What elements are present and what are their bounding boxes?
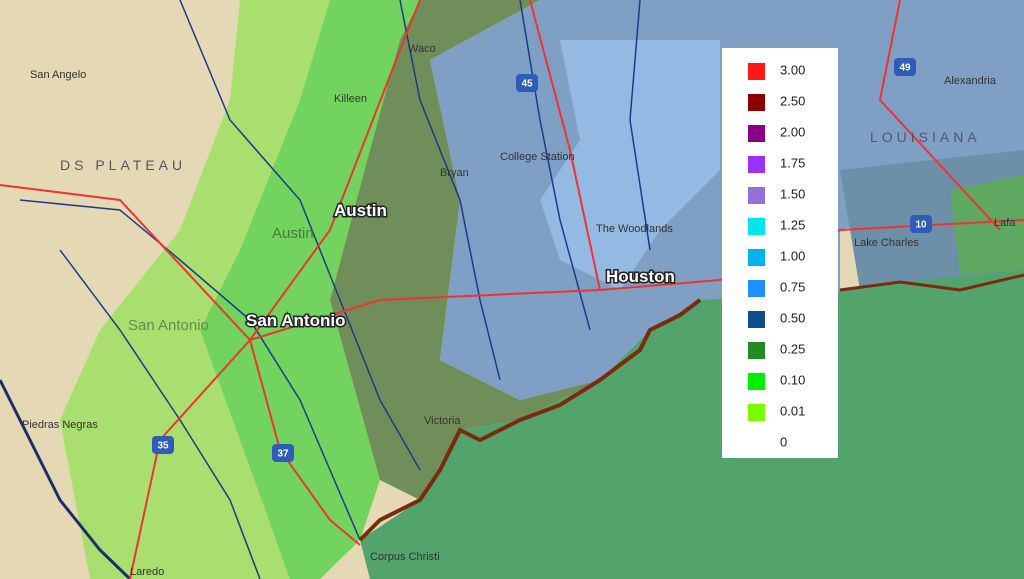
place-label: San Antonio bbox=[128, 317, 209, 334]
legend-swatch bbox=[748, 373, 765, 390]
legend-swatch bbox=[748, 94, 765, 111]
rivers bbox=[19, 0, 651, 579]
shield-label: 37 bbox=[277, 449, 289, 460]
zone-olive bbox=[330, 0, 600, 500]
zone-green bbox=[200, 0, 420, 579]
legend-swatch bbox=[748, 342, 765, 359]
legend-box bbox=[722, 48, 838, 458]
legend-swatch bbox=[748, 156, 765, 173]
shield-label: 35 bbox=[157, 441, 169, 452]
legend-label: 3.00 bbox=[780, 62, 805, 77]
place-label: College Station bbox=[500, 151, 575, 163]
legend-label: 1.75 bbox=[780, 155, 805, 170]
place-label: The Woodlands bbox=[596, 223, 673, 235]
legend-swatch bbox=[748, 218, 765, 235]
legend-label: 1.25 bbox=[780, 217, 805, 232]
place-label: Lafa bbox=[994, 217, 1016, 229]
shield-label: 10 bbox=[915, 220, 927, 231]
highway-shields: 45 49 10 35 37 bbox=[152, 58, 932, 462]
legend-label: 1.50 bbox=[780, 186, 805, 201]
shield-label: 49 bbox=[899, 63, 911, 74]
city-label: Austin bbox=[334, 201, 387, 220]
coastline bbox=[839, 273, 1024, 292]
legend-label: 2.50 bbox=[780, 93, 805, 108]
legend-swatch bbox=[748, 63, 765, 80]
place-label: Victoria bbox=[424, 415, 461, 427]
place-label: Alexandria bbox=[944, 75, 997, 87]
legend-swatch bbox=[748, 187, 765, 204]
legend-label: 0.75 bbox=[780, 279, 805, 294]
legend-label: 0.50 bbox=[780, 310, 805, 325]
coastline bbox=[358, 298, 702, 542]
zone-light-blue bbox=[540, 40, 720, 290]
legend-label: 1.00 bbox=[780, 248, 805, 263]
legend-label: 0 bbox=[780, 434, 787, 449]
place-label: Waco bbox=[408, 43, 436, 55]
region-label: DS PLATEAU bbox=[60, 157, 186, 173]
place-label: Laredo bbox=[130, 566, 164, 578]
legend: 3.00 2.50 2.00 1.75 1.50 1.25 1.00 0.75 0.50 0.25… bbox=[722, 48, 838, 458]
legend-swatch bbox=[748, 125, 765, 142]
place-label: Austin bbox=[272, 225, 314, 242]
zone-green-east bbox=[950, 175, 1024, 275]
city-label: San Antonio bbox=[246, 311, 345, 330]
place-label: Lake Charles bbox=[854, 237, 919, 249]
legend-label: 0.10 bbox=[780, 372, 805, 387]
legend-swatch bbox=[748, 280, 765, 297]
gulf bbox=[360, 270, 1024, 579]
place-label: Bryan bbox=[440, 167, 469, 179]
legend-label: 2.00 bbox=[780, 124, 805, 139]
legend-label: 0.25 bbox=[780, 341, 805, 356]
city-label: Houston bbox=[606, 267, 675, 286]
region-label: LOUISIANA bbox=[870, 129, 981, 145]
border-river bbox=[0, 379, 132, 579]
legend-label: 0.01 bbox=[780, 403, 805, 418]
legend-swatch bbox=[748, 311, 765, 328]
place-label: Piedras Negras bbox=[22, 419, 98, 431]
legend-swatch bbox=[748, 249, 765, 266]
place-label: Killeen bbox=[334, 93, 367, 105]
zone-light-green bbox=[60, 0, 330, 579]
legend-swatch bbox=[748, 404, 765, 421]
place-label: Corpus Christi bbox=[370, 551, 440, 563]
shield-label: 45 bbox=[521, 79, 533, 90]
place-label: San Angelo bbox=[30, 69, 86, 81]
